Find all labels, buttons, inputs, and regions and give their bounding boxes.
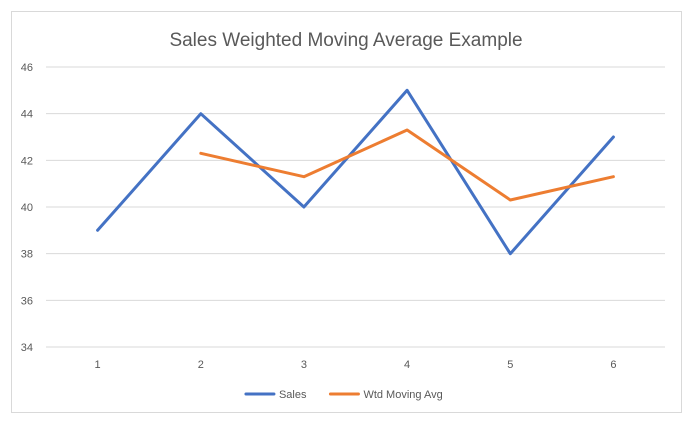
series-line-sales [96,88,615,256]
y-tick-label: 46 [21,62,33,74]
x-tick-label: 4 [404,359,410,371]
series-line-wtd-moving-avg [199,128,615,202]
legend[interactable]: Sales Wtd Moving Avg [244,389,443,401]
x-axis-ticks: 1 2 3 4 5 6 [95,359,617,371]
y-tick-label: 38 [21,249,33,261]
chart-title: Sales Weighted Moving Average Example [169,30,522,51]
data-point-wtd-moving-avg [508,198,512,202]
data-point-sales [405,88,409,92]
x-tick-label: 2 [198,359,204,371]
y-tick-label: 40 [21,202,33,214]
gridlines [46,66,665,348]
data-point-wtd-moving-avg [199,151,203,155]
data-point-sales [508,252,512,256]
data-point-sales [611,135,615,139]
legend-item-wtd-moving-avg[interactable]: Wtd Moving Avg [328,389,443,401]
x-tick-label: 1 [95,359,101,371]
y-tick-label: 44 [21,109,33,121]
x-tick-label: 3 [301,359,307,371]
data-point-wtd-moving-avg [405,128,409,132]
legend-item-sales[interactable]: Sales [244,389,307,401]
legend-label: Sales [279,389,307,401]
data-point-wtd-moving-avg [611,175,615,179]
y-tick-label: 34 [21,342,33,354]
x-tick-label: 5 [507,359,513,371]
data-point-sales [302,205,306,209]
y-tick-label: 36 [21,295,33,307]
data-point-wtd-moving-avg [302,175,306,179]
y-axis-ticks: 34 36 38 40 42 44 46 [21,62,33,354]
data-point-sales [96,228,100,232]
y-tick-label: 42 [21,155,33,167]
legend-label: Wtd Moving Avg [363,389,442,401]
data-point-sales [199,112,203,116]
chart-frame [11,11,682,413]
plot-area [96,88,615,256]
x-tick-label: 6 [610,359,616,371]
